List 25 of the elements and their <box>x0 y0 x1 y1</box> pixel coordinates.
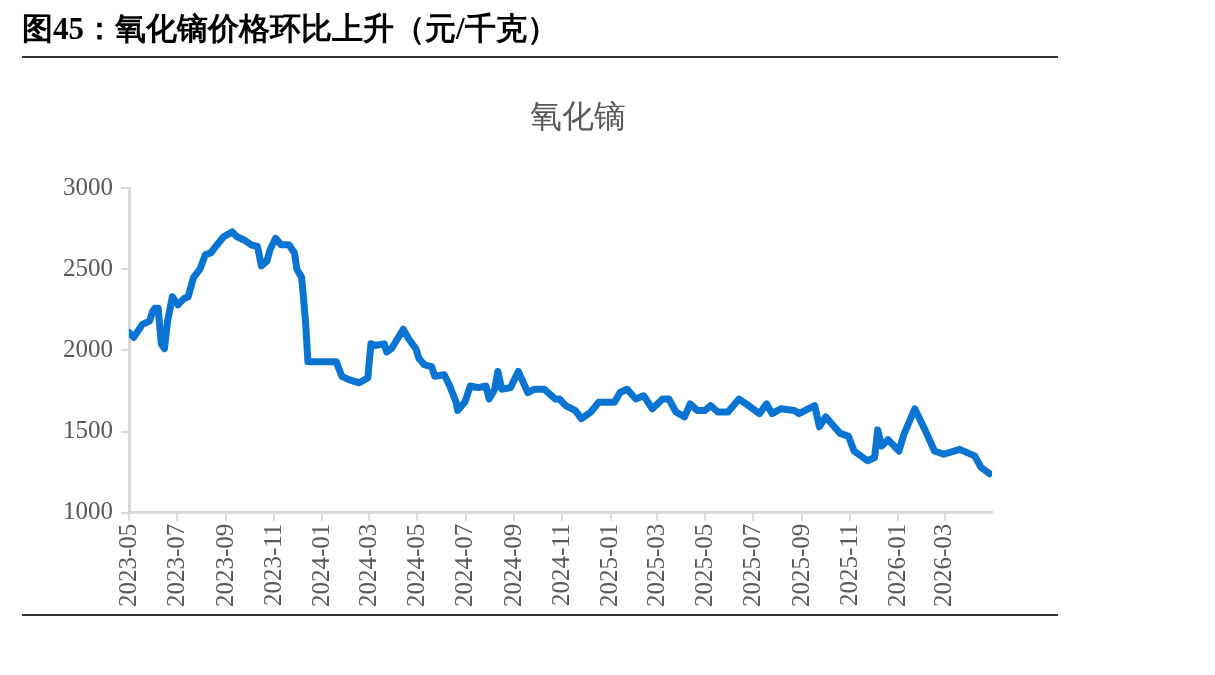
x-tick-label: 2025-11 <box>834 523 862 607</box>
x-tick-label: 2025-05 <box>689 523 717 607</box>
x-tick-label: 2024-09 <box>498 523 526 607</box>
x-tick-label: 2024-11 <box>547 523 575 607</box>
x-tick-label: 2024-03 <box>353 523 381 607</box>
x-tick-label: 2025-03 <box>641 523 669 607</box>
y-tick-label: 2500 <box>63 253 113 281</box>
chart-title: 图45：氧化镝价格环比上升（元/千克） <box>22 8 1058 58</box>
x-tick-label: 2025-09 <box>786 523 814 607</box>
x-tick-label: 2026-01 <box>882 523 910 607</box>
x-tick-label: 2024-01 <box>306 523 334 607</box>
x-tick-label: 2024-07 <box>450 523 478 607</box>
x-tick-label: 2023-09 <box>210 523 238 607</box>
x-tick-label: 2023-05 <box>113 523 141 607</box>
x-tick-label: 2023-07 <box>161 523 189 607</box>
y-tick-label: 1500 <box>63 416 113 444</box>
y-tick-label: 1000 <box>63 497 113 525</box>
y-tick-label: 3000 <box>63 172 113 200</box>
chart-subtitle: 氧化镝 <box>528 97 627 136</box>
x-tick-label: 2025-01 <box>595 523 623 607</box>
x-tick-label: 2026-03 <box>929 523 957 607</box>
x-tick-label: 2025-07 <box>737 523 765 607</box>
x-tick-label: 2023-11 <box>258 523 286 607</box>
y-tick-label: 2000 <box>63 334 113 362</box>
x-tick-label: 2024-05 <box>402 523 430 607</box>
